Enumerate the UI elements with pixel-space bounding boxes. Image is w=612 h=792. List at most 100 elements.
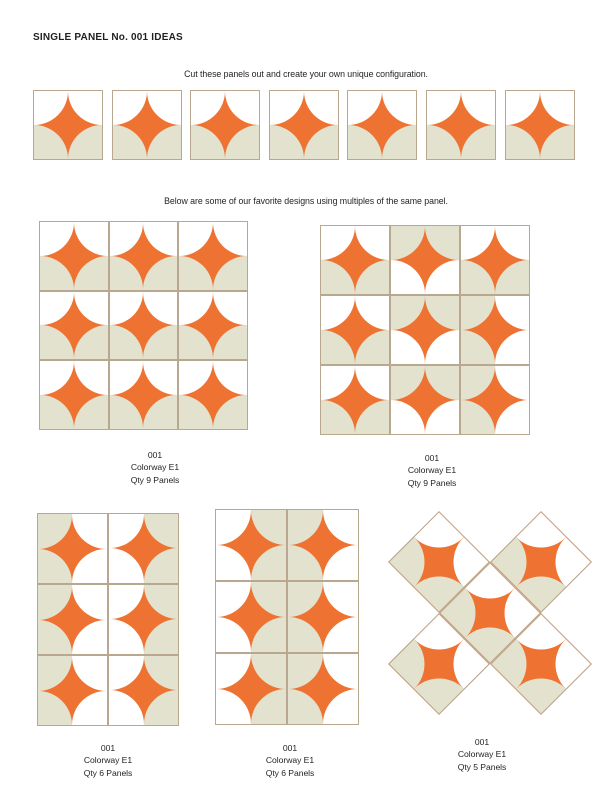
quarter-circle-tr xyxy=(146,91,181,125)
quarter-circle-br xyxy=(391,366,425,400)
quarter-circle-tr xyxy=(391,400,425,434)
design-number: 001 xyxy=(424,453,440,463)
quarter-circle-tl xyxy=(321,226,355,260)
quarter-circle-bl xyxy=(109,255,144,290)
panel-tile xyxy=(37,584,108,655)
quarter-circle-tl xyxy=(72,656,107,691)
panel-tile xyxy=(108,221,178,291)
quarter-circle-br xyxy=(303,125,338,159)
quarter-circle-bl xyxy=(38,585,73,620)
panel-tile xyxy=(39,290,109,360)
quarter-circle-bl xyxy=(143,690,178,725)
design-caption-4: 001 Colorway E1 Qty 6 Panels xyxy=(220,742,360,779)
quarter-circle-br xyxy=(495,260,529,294)
design-caption-3: 001 Colorway E1 Qty 6 Panels xyxy=(38,742,178,779)
intro-text: Cut these panels out and create your own… xyxy=(184,69,428,79)
quarter-circle-tr xyxy=(323,545,358,580)
quarter-circle-tl xyxy=(321,296,355,330)
panel-tile xyxy=(287,581,359,653)
panel-tile xyxy=(215,509,287,581)
quarter-circle-tl xyxy=(40,291,74,326)
panel-tile xyxy=(37,513,108,584)
quarter-circle-br xyxy=(461,400,495,434)
cutout-panel-strip xyxy=(33,90,575,160)
quarter-circle-bl xyxy=(426,125,461,159)
quarter-circle-bl xyxy=(269,125,304,159)
design-number: 001 xyxy=(100,743,116,753)
quarter-circle-tl xyxy=(72,514,107,549)
panel-tile xyxy=(460,365,530,435)
design-caption-1: 001 Colorway E1 Qty 9 Panels xyxy=(85,449,225,486)
design-number: 001 xyxy=(282,743,298,753)
panel-tile xyxy=(320,225,390,295)
panel-tile xyxy=(37,655,108,726)
quarter-circle-br xyxy=(288,689,323,724)
quarter-circle-tl xyxy=(216,689,251,724)
quarter-circle-tr xyxy=(72,548,107,583)
design-column-white-circles xyxy=(37,513,179,726)
quarter-circle-bl xyxy=(109,394,144,429)
panel-tile xyxy=(320,365,390,435)
panel-tile xyxy=(287,653,359,725)
design-grid-9-alternating xyxy=(320,225,530,435)
quarter-circle-bl xyxy=(109,325,144,359)
panel-tile xyxy=(108,360,178,430)
quarter-circle-tr xyxy=(73,361,108,395)
quarter-circle-br xyxy=(251,654,286,689)
quarter-circle-tr xyxy=(109,585,144,620)
quarter-circle-tl xyxy=(425,400,459,434)
quarter-circle-br xyxy=(355,330,389,364)
quarter-circle-br xyxy=(212,255,247,290)
quarter-circle-tl xyxy=(216,545,251,580)
quarter-circle-br xyxy=(288,545,323,580)
panel-tile xyxy=(425,90,496,160)
panel-tile xyxy=(390,365,460,435)
design-grid-9-full xyxy=(39,221,248,430)
quarter-circle-bl xyxy=(461,296,495,330)
quarter-circle-bl xyxy=(251,689,286,724)
quarter-circle-bl xyxy=(143,548,178,583)
quarter-circle-br xyxy=(143,656,178,691)
quarter-circle-bl xyxy=(425,226,459,260)
quarter-circle-bl xyxy=(191,125,226,159)
quarter-circle-tr xyxy=(212,222,247,256)
panel-tile xyxy=(287,509,359,581)
quarter-circle-bl xyxy=(143,619,178,654)
quarter-circle-tr xyxy=(72,690,107,725)
panel-tile xyxy=(320,295,390,365)
quarter-circle-tr xyxy=(303,91,338,125)
design-caption-2: 001 Colorway E1 Qty 9 Panels xyxy=(362,452,502,489)
quarter-circle-bl xyxy=(321,400,355,434)
panel-tile xyxy=(178,290,248,360)
quarter-circle-bl xyxy=(461,366,495,400)
quarter-circle-tl xyxy=(216,617,251,652)
panel-tile xyxy=(39,221,109,291)
design-number: 001 xyxy=(147,450,163,460)
quarter-circle-tl xyxy=(34,91,68,125)
quarter-circle-tl xyxy=(109,291,144,326)
quarter-circle-tl xyxy=(426,91,461,125)
panel-tile xyxy=(215,581,287,653)
design-colorway: Colorway E1 xyxy=(407,465,457,476)
quarter-circle-br xyxy=(391,226,425,260)
design-qty: Qty 6 Panels xyxy=(265,767,315,778)
quarter-circle-br xyxy=(143,255,177,290)
quarter-circle-tr xyxy=(216,510,251,545)
quarter-circle-tl xyxy=(109,548,144,583)
panel-tile xyxy=(390,295,460,365)
quarter-circle-bl xyxy=(251,545,286,580)
quarter-circle-bl xyxy=(348,125,383,159)
panel-tile xyxy=(347,90,418,160)
panel-tile xyxy=(215,653,287,725)
quarter-circle-br xyxy=(460,125,495,159)
quarter-circle-tr xyxy=(109,514,144,549)
design-number: 001 xyxy=(474,737,490,747)
quarter-circle-tr xyxy=(355,366,389,400)
quarter-circle-bl xyxy=(425,366,459,400)
panel-tile xyxy=(390,225,460,295)
quarter-circle-tr xyxy=(539,91,574,125)
panel-tile xyxy=(39,360,109,430)
quarter-circle-bl xyxy=(40,325,74,359)
quarter-circle-tl xyxy=(40,361,74,395)
